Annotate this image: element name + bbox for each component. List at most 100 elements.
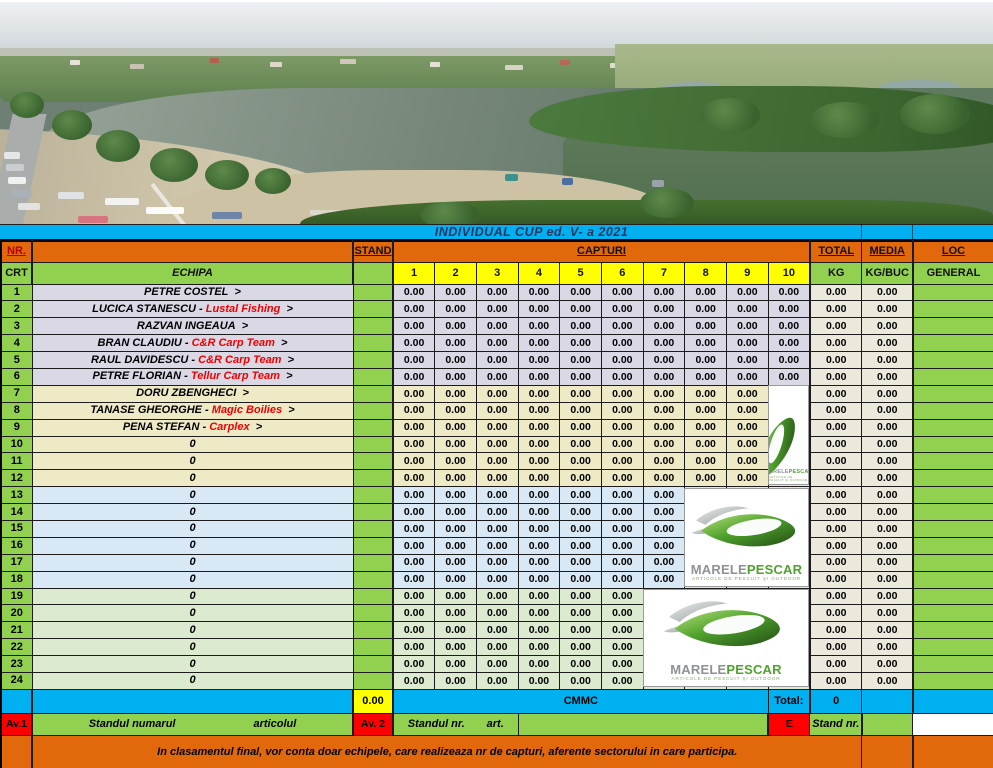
team-name-cell[interactable]: 0	[31, 553, 354, 572]
stand-cell[interactable]	[352, 519, 394, 538]
capture-cell-3[interactable]: 0.00	[475, 671, 519, 690]
capture-cell-9[interactable]: 0.00	[726, 452, 769, 471]
media-kgbuc-cell[interactable]: 0.00	[861, 536, 914, 555]
media-kgbuc-cell[interactable]: 0.00	[861, 351, 914, 369]
loc-general-cell[interactable]	[911, 469, 993, 488]
capture-cell-2[interactable]: 0.00	[434, 435, 477, 454]
total-value[interactable]: 0	[808, 688, 863, 714]
capture-cell-8[interactable]: 0.00	[684, 469, 727, 488]
col-header-kg[interactable]: KG	[808, 261, 863, 285]
team-name-cell[interactable]: 0	[31, 638, 354, 657]
standul-numarul-cell[interactable]: Standul numarul articolul	[31, 712, 354, 736]
row-number[interactable]: 18	[0, 570, 33, 589]
capture-cell-5[interactable]: 0.00	[559, 604, 602, 623]
capture-cell-6[interactable]: 0.00	[600, 384, 644, 403]
loc-general-cell[interactable]	[911, 300, 993, 319]
capture-cell-5[interactable]: 0.00	[559, 452, 602, 471]
loc-general-cell[interactable]	[911, 536, 993, 555]
capture-cell-4[interactable]: 0.00	[517, 367, 561, 386]
total-kg-cell[interactable]: 0.00	[808, 283, 863, 302]
total-kg-cell[interactable]: 0.00	[808, 469, 863, 488]
media-kgbuc-cell[interactable]: 0.00	[861, 503, 914, 521]
capture-cell-2[interactable]: 0.00	[434, 469, 477, 488]
capture-cell-8[interactable]: 0.00	[684, 300, 727, 319]
capture-cell-7[interactable]: 0.00	[642, 570, 686, 589]
row-number[interactable]: 21	[0, 621, 33, 640]
capture-cell-5[interactable]: 0.00	[559, 418, 602, 437]
capture-cell-9[interactable]: 0.00	[726, 351, 769, 369]
capture-cell-5[interactable]: 0.00	[559, 384, 602, 403]
capture-cell-8[interactable]: 0.00	[684, 351, 727, 369]
col-header-general[interactable]: GENERAL	[911, 261, 993, 285]
row-number[interactable]: 17	[0, 553, 33, 572]
stand-cell[interactable]	[352, 469, 394, 488]
total-kg-cell[interactable]: 0.00	[808, 655, 863, 673]
capture-cell-4[interactable]: 0.00	[517, 671, 561, 690]
capture-cell-6[interactable]: 0.00	[600, 587, 644, 606]
capture-cell-2[interactable]: 0.00	[434, 367, 477, 386]
stand-cell[interactable]	[352, 401, 394, 420]
capture-cell-4[interactable]: 0.00	[517, 519, 561, 538]
capture-col-1[interactable]: 1	[392, 261, 436, 285]
col-header-total[interactable]: TOTAL	[808, 240, 863, 263]
team-name-cell[interactable]: 0	[31, 435, 354, 454]
stand-cell[interactable]	[352, 587, 394, 606]
total-kg-cell[interactable]: 0.00	[808, 587, 863, 606]
team-name-cell[interactable]: 0	[31, 469, 354, 488]
total-kg-cell[interactable]: 0.00	[808, 317, 863, 336]
col-header-loc[interactable]: LOC	[911, 240, 993, 263]
capture-cell-4[interactable]: 0.00	[517, 384, 561, 403]
capture-cell-3[interactable]: 0.00	[475, 486, 519, 505]
row-number[interactable]: 10	[0, 435, 33, 454]
capture-cell-7[interactable]: 0.00	[642, 553, 686, 572]
stand-cell[interactable]	[352, 638, 394, 657]
cmmc-stand-value[interactable]: 0.00	[352, 688, 394, 714]
capture-cell-6[interactable]: 0.00	[600, 469, 644, 488]
capture-cell-6[interactable]: 0.00	[600, 351, 644, 369]
capture-cell-3[interactable]: 0.00	[475, 384, 519, 403]
stand-cell[interactable]	[352, 317, 394, 336]
capture-cell-9[interactable]: 0.00	[726, 317, 769, 336]
row-number[interactable]: 12	[0, 469, 33, 488]
row-number[interactable]: 5	[0, 351, 33, 369]
row-number[interactable]: 13	[0, 486, 33, 505]
row-number[interactable]: 11	[0, 452, 33, 471]
capture-cell-1[interactable]: 0.00	[392, 671, 436, 690]
media-kgbuc-cell[interactable]: 0.00	[861, 570, 914, 589]
capture-cell-2[interactable]: 0.00	[434, 317, 477, 336]
capture-cell-4[interactable]: 0.00	[517, 401, 561, 420]
capture-cell-2[interactable]: 0.00	[434, 334, 477, 353]
stand-cell[interactable]	[352, 536, 394, 555]
loc-general-cell[interactable]	[911, 435, 993, 454]
team-name-cell[interactable]: 0	[31, 536, 354, 555]
capture-cell-1[interactable]: 0.00	[392, 317, 436, 336]
col-header-echipa[interactable]: ECHIPA	[31, 261, 354, 285]
capture-cell-9[interactable]: 0.00	[726, 435, 769, 454]
capture-cell-8[interactable]: 0.00	[684, 283, 727, 302]
capture-cell-1[interactable]: 0.00	[392, 401, 436, 420]
stand-cell[interactable]	[352, 334, 394, 353]
loc-general-cell[interactable]	[911, 452, 993, 471]
capture-cell-4[interactable]: 0.00	[517, 553, 561, 572]
row-number[interactable]: 4	[0, 334, 33, 353]
capture-cell-4[interactable]: 0.00	[517, 452, 561, 471]
capture-cell-2[interactable]: 0.00	[434, 401, 477, 420]
capture-cell-3[interactable]: 0.00	[475, 367, 519, 386]
media-kgbuc-cell[interactable]: 0.00	[861, 334, 914, 353]
capture-cell-1[interactable]: 0.00	[392, 519, 436, 538]
capture-cell-2[interactable]: 0.00	[434, 553, 477, 572]
capture-col-8[interactable]: 8	[684, 261, 727, 285]
media-kgbuc-cell[interactable]: 0.00	[861, 317, 914, 336]
loc-general-cell[interactable]	[911, 553, 993, 572]
capture-cell-4[interactable]: 0.00	[517, 317, 561, 336]
capture-cell-3[interactable]: 0.00	[475, 334, 519, 353]
row-number[interactable]: 8	[0, 401, 33, 420]
capture-cell-4[interactable]: 0.00	[517, 536, 561, 555]
loc-general-cell[interactable]	[911, 655, 993, 673]
loc-general-cell[interactable]	[911, 418, 993, 437]
standul-nr-cell[interactable]: Standul nr. art.	[391, 712, 519, 736]
capture-cell-3[interactable]: 0.00	[475, 655, 519, 673]
team-name-cell[interactable]: 0	[31, 486, 354, 505]
row-number[interactable]: 22	[0, 638, 33, 657]
media-kgbuc-cell[interactable]: 0.00	[861, 401, 914, 420]
